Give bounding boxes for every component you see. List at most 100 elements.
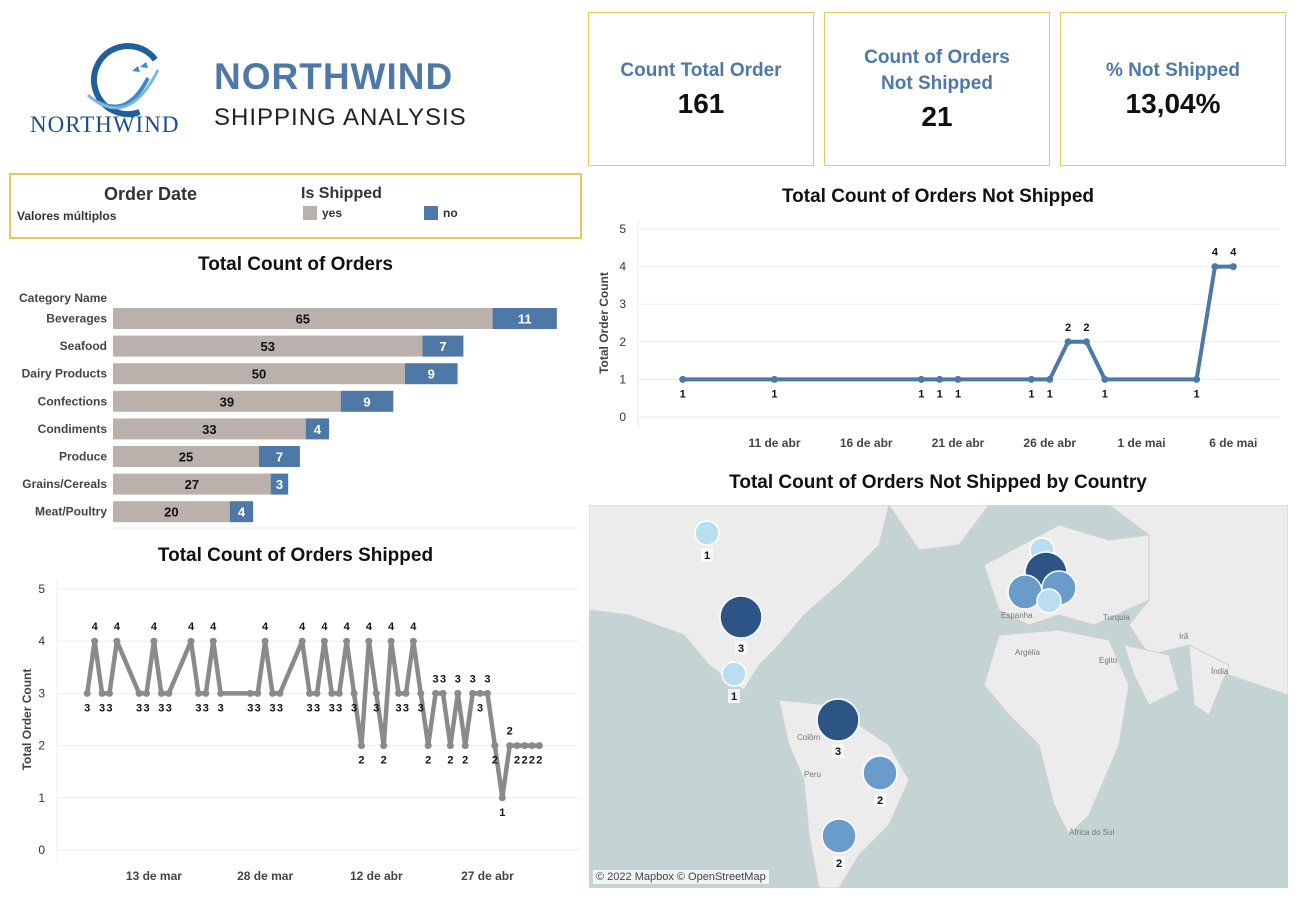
data-point	[476, 689, 484, 697]
data-label: 2	[492, 755, 498, 767]
x-tick-label: 12 de abr	[350, 869, 403, 883]
data-point	[1027, 375, 1035, 383]
data-point	[276, 689, 284, 697]
map-place-label: África do Sul	[1069, 828, 1115, 837]
data-label: 3	[455, 673, 461, 685]
series-line	[682, 264, 1234, 382]
data-point	[439, 689, 447, 697]
is-shipped-legend-title: Is Shipped	[301, 185, 382, 202]
data-point	[395, 689, 403, 697]
bar-label: 9	[363, 394, 370, 409]
data-point	[432, 689, 440, 697]
data-point	[113, 637, 121, 645]
data-point	[357, 742, 365, 750]
y-tick-label: 4	[38, 634, 45, 648]
data-point	[679, 375, 687, 383]
data-label: 4	[92, 621, 99, 633]
order-date-filter-value[interactable]: Valores múltiplos	[17, 209, 117, 223]
data-label: 4	[1212, 247, 1219, 259]
bubble-label: 3	[835, 746, 841, 758]
bar-label: 7	[439, 339, 446, 354]
data-label: 3	[255, 702, 261, 714]
bubble-label-bg	[735, 641, 747, 655]
data-point	[1101, 375, 1109, 383]
x-tick-label: 13 de mar	[126, 869, 182, 883]
bar-label: 65	[296, 312, 310, 327]
y-tick-label: 5	[38, 582, 45, 596]
data-label: 3	[136, 702, 142, 714]
data-point	[320, 637, 328, 645]
data-point	[298, 637, 306, 645]
series-line	[85, 638, 540, 801]
data-point	[936, 375, 944, 383]
order-date-filter-title[interactable]: Order Date	[104, 184, 198, 204]
kpi-value: 21	[921, 101, 953, 132]
data-point	[261, 637, 269, 645]
data-label: 4	[388, 621, 395, 633]
legend-swatch-no	[424, 206, 438, 220]
bar-yes	[113, 308, 493, 329]
category-label: Beverages	[46, 312, 107, 326]
land-arabia	[1123, 644, 1180, 706]
data-point	[254, 689, 262, 697]
map-place-label: Índia	[1211, 667, 1229, 676]
data-point	[350, 689, 358, 697]
data-label: 1	[1047, 388, 1053, 400]
orders-shipped-line-chart: 0 1 2 3 4 5 Total Order Count 13 de mar 28 de ma…	[20, 579, 579, 883]
data-label: 3	[158, 702, 164, 714]
data-label: 1	[680, 388, 686, 400]
bar-no	[270, 473, 289, 495]
kpi-value: 13,04%	[1125, 88, 1221, 119]
category-axis-title: Category Name	[19, 291, 107, 305]
data-point	[335, 689, 343, 697]
bar-yes	[113, 335, 423, 357]
data-point	[313, 689, 321, 697]
data-point	[506, 742, 514, 750]
data-label: 3	[314, 702, 320, 714]
data-label: 1	[937, 388, 943, 400]
category-label: Seafood	[60, 339, 107, 353]
y-tick-label: 2	[38, 739, 45, 753]
x-tick-label: 21 de abr	[932, 436, 985, 450]
map-place-label: Irã	[1179, 632, 1189, 641]
data-label: 4	[1230, 247, 1237, 259]
data-point	[424, 742, 432, 750]
data-label: 3	[106, 702, 112, 714]
data-point	[269, 689, 277, 697]
bar-label: 33	[202, 422, 216, 437]
bar-yes	[113, 446, 259, 467]
map-place-label: Argélia	[1015, 648, 1040, 657]
map-attribution[interactable]: © 2022 Mapbox © OpenStreetMap	[593, 870, 769, 884]
page-title: NORTHWIND	[214, 56, 454, 97]
data-point	[513, 742, 521, 750]
data-label: 3	[166, 702, 172, 714]
bubble-label: 1	[704, 550, 710, 562]
data-label: 1	[771, 388, 777, 400]
orders-not-shipped-map[interactable]: Espanha Turquia Irã Argélia Egito Índia Colôm P…	[589, 505, 1288, 888]
data-point	[365, 637, 373, 645]
data-label: 1	[1194, 388, 1200, 400]
data-point	[372, 689, 380, 697]
data-label: 2	[462, 755, 468, 767]
data-label: 2	[447, 755, 453, 767]
legend-item-yes[interactable]: yes	[303, 206, 342, 220]
data-label: 3	[247, 702, 253, 714]
data-point	[98, 689, 106, 697]
data-point	[165, 689, 173, 697]
data-point	[461, 742, 469, 750]
kpi-label: Count Total Order	[620, 60, 782, 81]
data-point	[83, 689, 91, 697]
bar-label: 50	[252, 367, 266, 382]
data-label: 4	[366, 621, 373, 633]
data-label: 3	[351, 702, 357, 714]
data-label: 1	[955, 388, 961, 400]
not-shipped-chart-title: Total Count of Orders Not Shipped	[781, 186, 1095, 207]
data-point	[417, 689, 425, 697]
data-point	[328, 689, 336, 697]
data-label: 3	[470, 673, 476, 685]
data-label: 3	[218, 702, 224, 714]
category-label: Meat/Poultry	[35, 505, 107, 519]
data-label: 4	[114, 621, 121, 633]
legend-item-no[interactable]: no	[424, 206, 458, 220]
bar-label: 25	[179, 450, 193, 465]
